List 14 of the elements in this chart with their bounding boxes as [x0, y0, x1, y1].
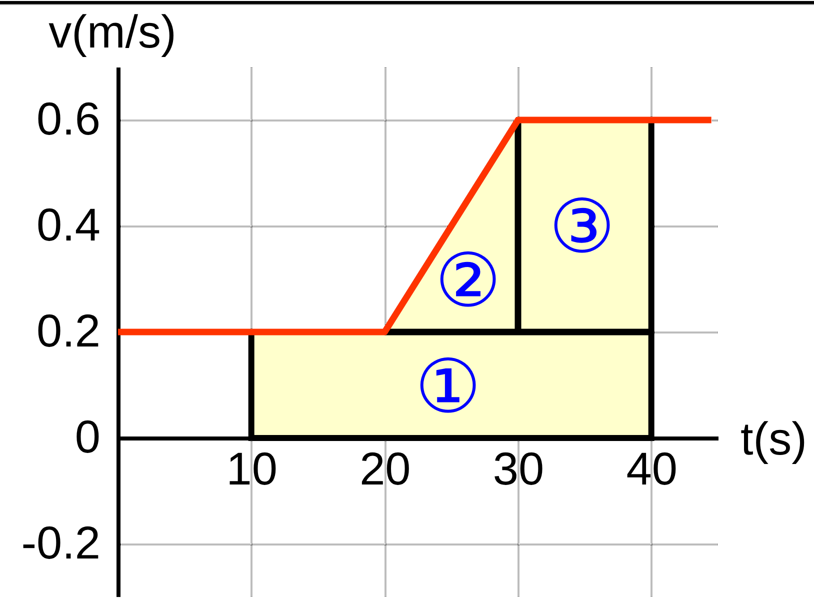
- y-axis-title: v(m/s): [48, 6, 176, 58]
- x-tick-label: 10: [226, 442, 278, 494]
- x-tick-label: 20: [360, 442, 411, 494]
- annotation: ②: [434, 238, 502, 324]
- y-tick-label: 0: [74, 410, 100, 462]
- x-tick-label: 30: [492, 442, 544, 494]
- y-tick-label: 0.6: [36, 92, 100, 144]
- y-tick-label: 0.4: [36, 198, 100, 250]
- annotation: ①: [414, 344, 482, 430]
- x-tick-label: 40: [626, 442, 678, 494]
- annotation: ③: [548, 184, 616, 270]
- y-tick-label: -0.2: [21, 516, 100, 568]
- y-tick-label: 0.2: [36, 304, 100, 356]
- x-axis-title: t(s): [740, 412, 807, 464]
